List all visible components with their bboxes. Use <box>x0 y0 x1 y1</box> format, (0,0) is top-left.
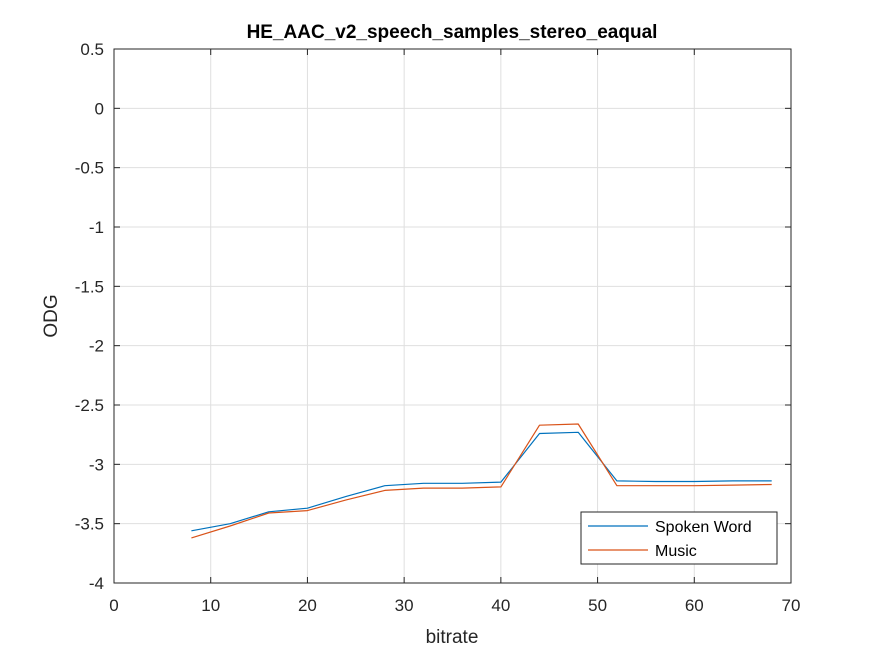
series-line-music <box>191 423 772 539</box>
series-line-spoken-word <box>191 431 772 532</box>
x-tick-label: 10 <box>201 596 220 615</box>
x-tick-label: 20 <box>298 596 317 615</box>
x-axis-label: bitrate <box>426 627 479 648</box>
x-tick-label: 50 <box>588 596 607 615</box>
y-tick-label: -4 <box>89 574 104 593</box>
y-tick-label: -1 <box>89 218 104 237</box>
legend-box <box>580 511 778 565</box>
y-tick-label: -0.5 <box>75 159 104 178</box>
legend-label-music: Music <box>655 543 697 560</box>
y-tick-label: 0 <box>95 99 104 118</box>
y-axis-label: ODG <box>41 294 62 337</box>
x-tick-label: 70 <box>782 596 801 615</box>
y-tick-label: -3.5 <box>75 515 104 534</box>
x-tick-label: 0 <box>109 596 118 615</box>
y-tick-label: 0.5 <box>80 40 104 59</box>
y-tick-label: -1.5 <box>75 277 104 296</box>
y-tick-label: -2 <box>89 337 104 356</box>
legend-label-spoken-word: Spoken Word <box>655 519 752 536</box>
plot-frame <box>113 48 792 584</box>
y-tick-label: -3 <box>89 455 104 474</box>
x-tick-label: 30 <box>395 596 414 615</box>
x-tick-label: 60 <box>685 596 704 615</box>
axis-ticks: 0 10 20 30 40 50 60 70 0.5 0 -0.5 -1 -1.5 -2 -2.5 -3 -3.… <box>75 40 801 615</box>
legend: Spoken Word Music <box>580 511 778 565</box>
series-lines <box>191 423 772 539</box>
x-tick-label: 40 <box>491 596 510 615</box>
chart-title: HE_AAC_v2_speech_samples_stereo_eaqual <box>247 22 658 43</box>
plot-area <box>114 49 791 583</box>
y-tick-label: -2.5 <box>75 396 104 415</box>
